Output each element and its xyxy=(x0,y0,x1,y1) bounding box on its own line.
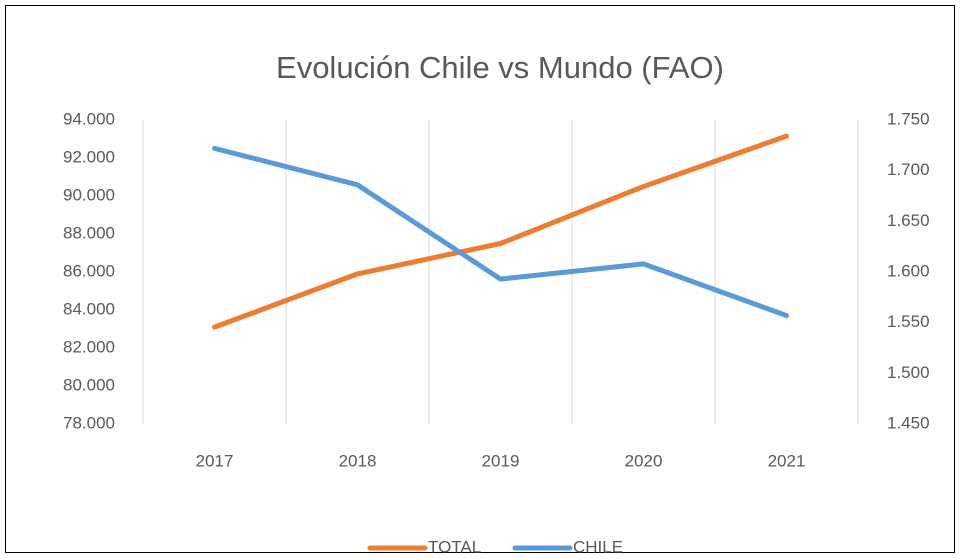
y2-tick-label: 1.600 xyxy=(887,261,930,280)
y2-tick-label: 1.500 xyxy=(887,363,930,382)
y2-tick-label: 1.550 xyxy=(887,312,930,331)
y-tick-label: 80.000 xyxy=(63,375,115,394)
x-tick-label: 2018 xyxy=(339,451,377,470)
x-tick-label: 2020 xyxy=(625,451,663,470)
line-series xyxy=(212,145,789,319)
legend-label: CHILE xyxy=(573,537,623,556)
y-tick-label: 82.000 xyxy=(63,337,115,356)
y2-tick-label: 1.750 xyxy=(887,109,930,128)
y-tick-label: 90.000 xyxy=(63,185,115,204)
legend-label: TOTAL xyxy=(428,537,481,556)
y2-tick-label: 1.450 xyxy=(887,413,930,432)
x-tick-label: 2017 xyxy=(196,451,234,470)
x-tick-label: 2019 xyxy=(482,451,520,470)
y-tick-label: 92.000 xyxy=(63,147,115,166)
y2-tick-label: 1.700 xyxy=(887,160,930,179)
line-series xyxy=(212,133,789,330)
y-tick-label: 84.000 xyxy=(63,299,115,318)
y-tick-label: 78.000 xyxy=(63,413,115,432)
y-tick-label: 88.000 xyxy=(63,223,115,242)
x-tick-label: 2021 xyxy=(768,451,806,470)
y-tick-label: 94.000 xyxy=(63,109,115,128)
chart-title: Evolución Chile vs Mundo (FAO) xyxy=(276,50,724,85)
y-tick-label: 86.000 xyxy=(63,261,115,280)
y2-tick-label: 1.650 xyxy=(887,211,930,230)
chart-border xyxy=(5,5,955,553)
